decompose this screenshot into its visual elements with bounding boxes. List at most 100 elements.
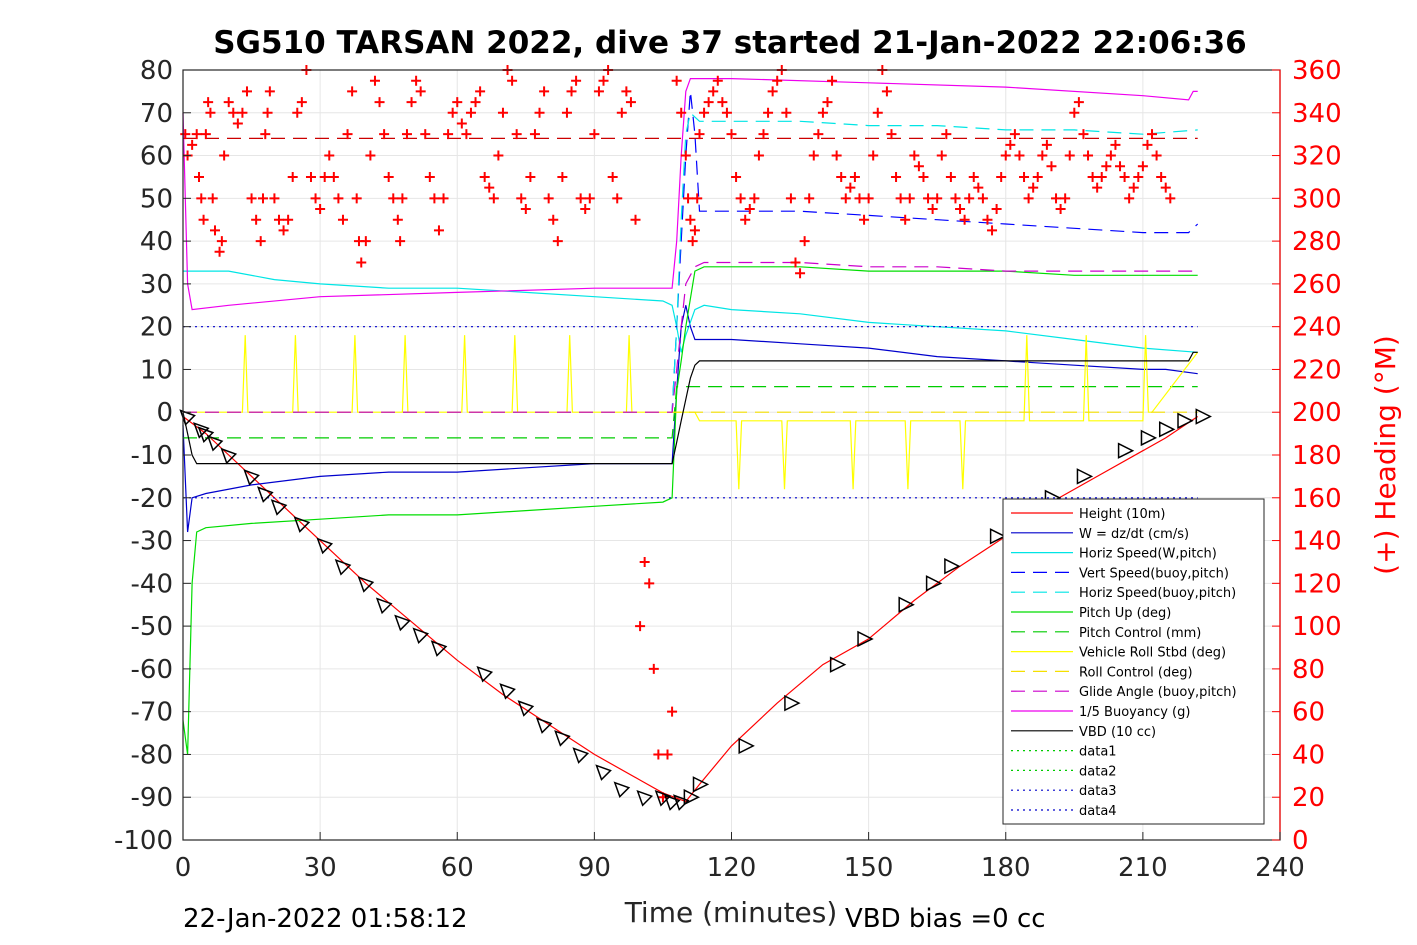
heading-point bbox=[1115, 161, 1126, 172]
heading-point bbox=[1142, 139, 1153, 150]
height-marker-down bbox=[572, 747, 590, 764]
heading-point bbox=[612, 193, 623, 204]
heading-point bbox=[575, 193, 586, 204]
heading-point bbox=[1055, 204, 1066, 215]
height-marker-down bbox=[293, 516, 311, 533]
height-marker-down bbox=[375, 597, 393, 615]
heading-point bbox=[388, 193, 399, 204]
heading-point bbox=[251, 214, 262, 225]
heading-point bbox=[1133, 171, 1144, 182]
heading-point bbox=[721, 107, 732, 118]
heading-point bbox=[1019, 171, 1030, 182]
right-tick-label: 340 bbox=[1292, 99, 1342, 129]
heading-point bbox=[424, 171, 435, 182]
heading-point bbox=[712, 75, 723, 86]
legend-label: 1/5 Buoyancy (g) bbox=[1079, 705, 1190, 720]
heading-points bbox=[180, 65, 1176, 803]
heading-point bbox=[520, 204, 531, 215]
heading-point bbox=[580, 204, 591, 215]
left-tick-label: -40 bbox=[131, 569, 173, 599]
left-tick-label: -60 bbox=[131, 655, 173, 685]
heading-point bbox=[347, 86, 358, 97]
left-tick-label: -10 bbox=[131, 441, 173, 471]
heading-point bbox=[369, 75, 380, 86]
heading-point bbox=[868, 150, 879, 161]
heading-point bbox=[616, 107, 627, 118]
heading-point bbox=[593, 86, 604, 97]
heading-point bbox=[692, 193, 703, 204]
heading-point bbox=[209, 225, 220, 236]
heading-point bbox=[374, 97, 385, 108]
legend-label: Horiz Speed(buoy,pitch) bbox=[1079, 586, 1236, 601]
heading-point bbox=[881, 86, 892, 97]
heading-point bbox=[836, 171, 847, 182]
height-marker-up bbox=[784, 694, 801, 712]
heading-point bbox=[1009, 129, 1020, 140]
right-axis-ticks: 3603403203002802602402202001801601401201… bbox=[1272, 56, 1342, 856]
heading-point bbox=[283, 214, 294, 225]
heading-point bbox=[749, 193, 760, 204]
height-marker-down bbox=[394, 614, 411, 632]
heading-point bbox=[319, 171, 330, 182]
heading-point bbox=[516, 193, 527, 204]
heading-point bbox=[827, 75, 838, 86]
heading-point bbox=[543, 193, 554, 204]
legend-label: data1 bbox=[1079, 745, 1117, 760]
left-tick-label: 20 bbox=[140, 313, 173, 343]
heading-point bbox=[845, 182, 856, 193]
height-marker-up bbox=[1076, 468, 1094, 485]
right-tick-label: 60 bbox=[1292, 698, 1325, 728]
heading-point bbox=[644, 578, 655, 589]
legend-label: Glide Angle (buoy,pitch) bbox=[1079, 685, 1237, 700]
heading-point bbox=[452, 97, 463, 108]
height-marker-down bbox=[243, 469, 260, 486]
heading-point bbox=[324, 150, 335, 161]
height-marker-up bbox=[857, 630, 874, 648]
heading-point bbox=[683, 193, 694, 204]
heading-point bbox=[799, 236, 810, 247]
heading-point bbox=[996, 171, 1007, 182]
x-tick-label: 210 bbox=[1118, 853, 1168, 883]
heading-point bbox=[662, 749, 673, 760]
heading-point bbox=[804, 193, 815, 204]
right-tick-label: 20 bbox=[1292, 783, 1325, 813]
heading-point bbox=[203, 97, 214, 108]
heading-point bbox=[479, 171, 490, 182]
legend-label: Horiz Speed(W,pitch) bbox=[1079, 547, 1217, 562]
heading-point bbox=[493, 150, 504, 161]
heading-point bbox=[278, 225, 289, 236]
left-tick-label: -100 bbox=[114, 826, 173, 856]
height-marker-down bbox=[257, 486, 274, 503]
heading-point bbox=[687, 236, 698, 247]
heading-point bbox=[731, 171, 742, 182]
heading-point bbox=[392, 214, 403, 225]
right-tick-label: 360 bbox=[1292, 56, 1342, 86]
heading-point bbox=[790, 257, 801, 268]
height-marker-up bbox=[1158, 421, 1176, 438]
height-marker-down bbox=[476, 665, 494, 683]
heading-point bbox=[950, 193, 961, 204]
heading-point bbox=[1083, 150, 1094, 161]
heading-point bbox=[1110, 139, 1121, 150]
series-vbd bbox=[182, 351, 1198, 465]
left-tick-label: -20 bbox=[131, 484, 173, 514]
height-marker-down bbox=[554, 730, 571, 747]
heading-point bbox=[273, 214, 284, 225]
height-marker-down bbox=[654, 789, 672, 807]
right-tick-label: 120 bbox=[1292, 569, 1342, 599]
left-tick-label: -80 bbox=[131, 740, 173, 770]
right-tick-label: 240 bbox=[1292, 313, 1342, 343]
heading-point bbox=[219, 150, 230, 161]
heading-point bbox=[475, 86, 486, 97]
heading-point bbox=[886, 129, 897, 140]
heading-point bbox=[287, 171, 298, 182]
height-marker-up bbox=[1195, 408, 1212, 425]
heading-point bbox=[566, 86, 577, 97]
heading-point bbox=[260, 129, 271, 140]
series-buoyancy bbox=[182, 77, 1198, 311]
heading-point bbox=[808, 150, 819, 161]
heading-point bbox=[395, 236, 406, 247]
height-marker-up bbox=[829, 656, 847, 673]
right-tick-label: 300 bbox=[1292, 184, 1342, 214]
legend-label: data3 bbox=[1079, 784, 1117, 799]
